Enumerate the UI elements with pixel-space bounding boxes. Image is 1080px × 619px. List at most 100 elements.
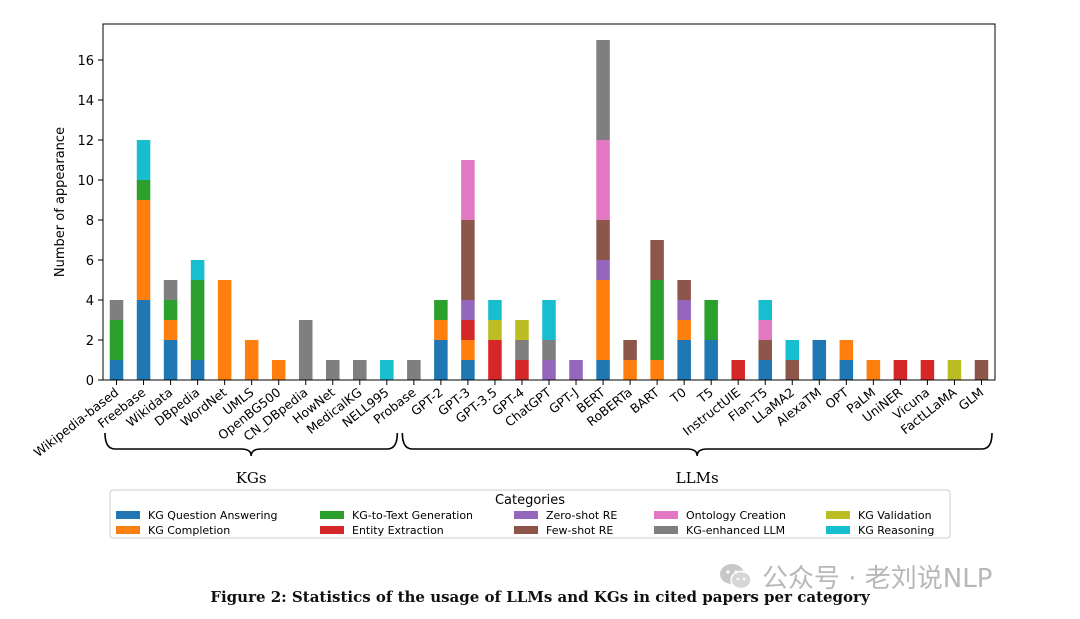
legend-label-kg-enhanced-llm: KG-enhanced LLM [686,524,785,537]
bar-gpt-3-entity-extraction [461,320,475,340]
watermark-text: 公众号 · 老刘说NLP [762,564,993,594]
bar-llama2-few-shot-re [785,360,800,380]
bars-layer [109,40,989,380]
bar-medicalkg-kg-enhanced-llm [353,360,367,380]
bar-opt-kg-completion [839,340,854,360]
bar-glm-few-shot-re [974,360,989,380]
y-tick-label: 10 [77,174,94,189]
legend-label-entity-extraction: Entity Extraction [352,524,444,537]
watermark: 公众号 · 老刘说NLP [718,558,992,595]
bar-freebase-kg-question-answering [136,300,151,380]
bracket-kgs [104,432,399,457]
bar-vicuna-entity-extraction [920,360,935,380]
bar-bert-kg-question-answering [596,360,610,380]
bar-freebase-kg-to-text-generation [136,180,151,200]
legend-label-kg-completion: KG Completion [148,524,230,537]
bar-t0-zero-shot-re [677,300,691,320]
bar-palm-kg-completion [866,360,881,380]
legend-label-kg-to-text-generation: KG-to-Text Generation [352,509,473,522]
bar-instructuie-entity-extraction [731,360,745,380]
bar-t0-kg-question-answering [677,340,691,380]
bar-wikidata-kg-to-text-generation [163,300,178,320]
y-tick-label: 2 [86,334,94,349]
bar-t0-few-shot-re [677,280,691,300]
y-tick-label: 6 [86,254,94,269]
bar-openbg500-kg-completion [271,360,286,380]
legend-title: Categories [495,493,565,508]
bar-factllama-kg-validation [947,360,962,380]
bar-flan-t5-kg-question-answering [758,360,772,380]
legend-swatch-kg-to-text-generation [320,511,344,519]
bar-nell995-kg-reasoning [380,360,394,380]
bar-gpt-3-kg-question-answering [461,360,475,380]
bar-flan-t5-kg-reasoning [758,300,772,320]
bar-cn-dbpedia-kg-enhanced-llm [298,320,313,380]
group-label-llms: LLMs [676,469,719,487]
bar-dbpedia-kg-question-answering [190,360,205,380]
y-tick-label: 4 [86,294,94,309]
bar-t5-kg-question-answering [704,340,718,380]
legend-swatch-kg-question-answering [116,511,140,519]
bar-uniner-entity-extraction [893,360,908,380]
group-label-kgs: KGs [236,469,267,487]
bar-t0-kg-completion [677,320,691,340]
y-tick-label: 16 [77,54,94,69]
stacked-bar-chart: 0 2 4 6 8 10 12 14 16 Wikipedia-basedFreebaseWik… [31,23,996,539]
legend-label-kg-validation: KG Validation [858,509,932,522]
y-axis-label: Number of appearance [53,127,68,277]
bar-bert-kg-completion [596,280,610,360]
bar-gpt-2-kg-completion [434,320,448,340]
bar-wikipedia-based-kg-enhanced-llm [109,300,124,320]
legend-swatch-kg-enhanced-llm [654,526,678,534]
y-tick-label: 14 [77,94,94,109]
legend-swatch-kg-reasoning [826,526,850,534]
bar-gpt-3-zero-shot-re [461,300,475,320]
bar-bert-kg-enhanced-llm [596,40,610,140]
figure-caption: Figure 2: Statistics of the usage of LLM… [210,588,870,606]
bar-roberta-kg-completion [623,360,637,380]
bar-dbpedia-kg-to-text-generation [190,280,205,360]
bar-bert-few-shot-re [596,220,610,260]
bar-gpt-3-ontology-creation [461,160,475,220]
bar-alexatm-kg-question-answering [812,340,827,380]
x-tick-label: BART [627,384,662,416]
bar-gpt-3-5-kg-validation [488,320,502,340]
x-tick-label: GPT-J [546,385,581,417]
bar-bart-few-shot-re [650,240,664,280]
bar-roberta-few-shot-re [623,340,637,360]
bar-freebase-kg-completion [136,200,151,300]
bar-bert-zero-shot-re [596,260,610,280]
legend-label-kg-reasoning: KG Reasoning [858,524,934,537]
bar-hownet-kg-enhanced-llm [326,360,340,380]
y-tick-label: 8 [86,214,94,229]
bar-bart-kg-completion [650,360,664,380]
wechat-icon [720,563,752,589]
legend-label-zero-shot-re: Zero-shot RE [546,509,617,522]
bar-bert-ontology-creation [596,140,610,220]
bar-gpt-3-kg-completion [461,340,475,360]
legend-swatch-few-shot-re [514,526,538,534]
bar-wikidata-kg-question-answering [163,340,178,380]
bar-umls-kg-completion [244,340,259,380]
y-axis: 0 2 4 6 8 10 12 14 16 [77,54,103,389]
x-tick-label: T0 [667,385,689,407]
bar-wikidata-kg-completion [163,320,178,340]
bar-chatgpt-zero-shot-re [542,360,556,380]
y-tick-label: 12 [77,134,94,149]
bar-gpt-4-kg-validation [515,320,529,340]
bar-gpt-3-5-entity-extraction [488,340,502,380]
legend-swatch-ontology-creation [654,511,678,519]
bar-bart-kg-to-text-generation [650,280,664,360]
bar-gpt-2-kg-to-text-generation [434,300,448,320]
bar-llama2-kg-reasoning [785,340,800,360]
bracket-llms [401,432,993,457]
bar-freebase-kg-reasoning [136,140,151,180]
bar-wikidata-kg-enhanced-llm [163,280,178,300]
bar-gpt-3-few-shot-re [461,220,475,300]
bar-wikipedia-based-kg-question-answering [109,360,124,380]
bar-dbpedia-kg-reasoning [190,260,205,280]
bar-flan-t5-few-shot-re [758,340,772,360]
legend-label-ontology-creation: Ontology Creation [686,509,786,522]
x-tick-label: GLM [955,385,986,414]
bar-chatgpt-kg-enhanced-llm [542,340,556,360]
